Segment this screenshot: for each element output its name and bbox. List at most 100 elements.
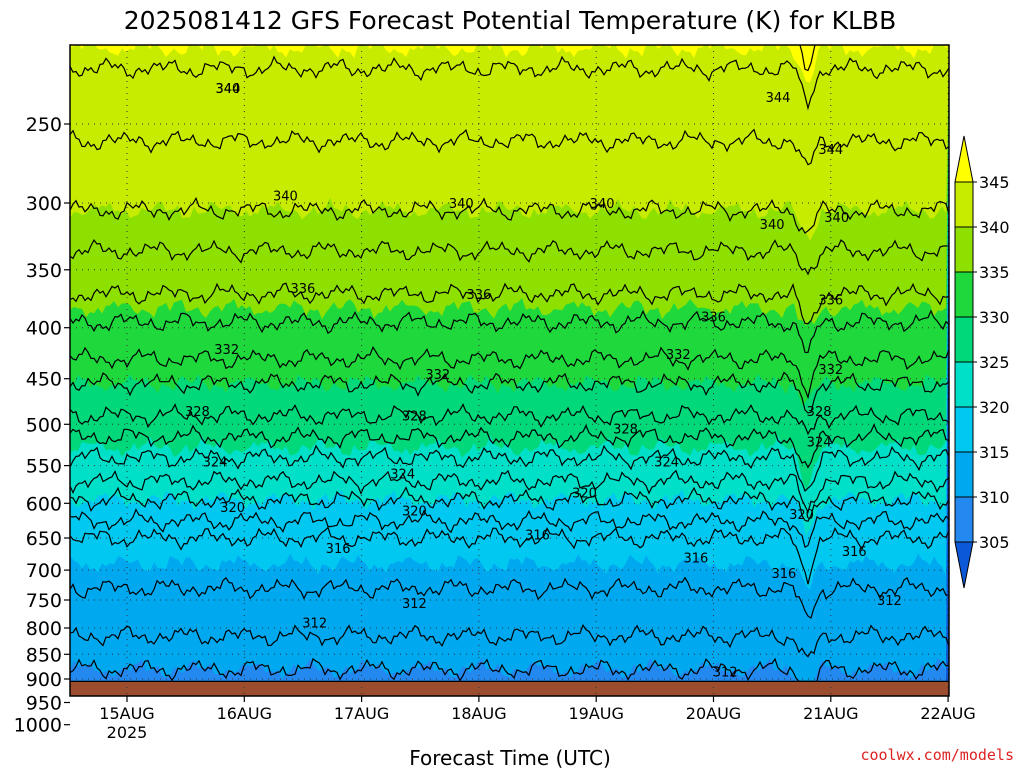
colorbar-swatch [954,361,974,408]
contour-316 [70,526,949,585]
contour-label: 340 [215,82,240,97]
x-tick-label: 17AUG [334,704,389,723]
contour-330 [70,371,949,414]
contour-336 [70,282,949,325]
y-axis-pressure: 250 300 350 400 450 500 550 600 650 700 750 800 850 9… [14,114,70,737]
plot-frame [69,44,950,697]
colorbar-swatch [954,406,974,453]
contour-320 [70,486,949,522]
contour-label: 344 [818,143,843,158]
colorbar-swatch [954,316,974,363]
contour-label: 344 [766,91,791,106]
contour-label: 328 [807,405,832,420]
contour-label: 332 [818,363,843,378]
contour-label: 336 [701,311,726,326]
colorbar-label: 305 [979,533,1010,552]
contour-label: 316 [683,552,708,567]
contour-label: 340 [824,211,849,226]
contour-344 [70,55,949,111]
contour-label: 332 [425,368,450,383]
y-tick-label: 250 [26,114,62,136]
contour-lines [70,45,949,682]
x-tick-label: 18AUG [451,704,506,723]
colorbar-label: 340 [979,218,1010,237]
colorbar-label: 345 [979,173,1010,192]
y-tick-label: 800 [26,618,62,640]
contour-label: 324 [203,456,228,471]
contour-label: 324 [390,467,415,482]
contour-340 [70,196,949,234]
y-tick-label: 600 [26,493,62,515]
ground-below-surface [70,681,949,696]
contour-332 [70,345,949,400]
colorbar-swatch [954,181,974,228]
x-tick-label: 22AUG [920,704,975,723]
contour-label: 328 [402,410,427,425]
colorbar-label: 315 [979,443,1010,462]
contour-label: 332 [666,348,691,363]
contour-label: 320 [220,501,245,516]
colorbar-label: 310 [979,488,1010,507]
contour-314 [70,576,949,619]
colorbar-swatch [954,226,974,273]
contour-342 [70,128,949,166]
watermark: coolwx.com/models [860,746,1014,764]
contour-label: 328 [613,423,638,438]
contour-338 [70,239,949,276]
x-tick-label: 21AUG [803,704,858,723]
x-tick-label: 20AUG [686,704,741,723]
x-tick-label: 19AUG [568,704,623,723]
colorbar-swatch [954,496,974,543]
contour-label: 320 [789,508,814,523]
y-tick-label: 650 [26,528,62,550]
contour-label: 320 [572,486,597,501]
contour-334 [70,309,949,354]
contour-label: 336 [466,288,491,303]
colorbar-label: 330 [979,308,1010,327]
y-tick-label: 750 [26,590,62,612]
y-tick-label: 550 [26,456,62,478]
ground-area [70,681,949,696]
contour-label: 336 [290,282,315,297]
y-tick-label: 900 [26,669,62,691]
chart-title: 2025081412 GFS Forecast Potential Temper… [124,6,896,35]
contour-label: 324 [807,435,832,450]
grid-lines [70,45,949,696]
y-tick-label: 950 [26,693,62,715]
colorbar-swatch [954,451,974,498]
contour-label: 316 [326,542,351,557]
contour-label: 312 [402,597,427,612]
contour-label: 340 [760,218,785,233]
contour-label: 340 [449,197,474,212]
colorbar: 345 340 335 330 325 320 315 310 305 [954,135,1010,589]
contour-label: 316 [525,529,550,544]
contour-label: 324 [654,456,679,471]
y-tick-label: 300 [26,193,62,215]
contour-label: 328 [185,405,210,420]
y-tick-label: 1000 [14,715,62,737]
contour-label: 312 [302,617,327,632]
x-tick-label: 15AUG [99,704,154,723]
colorbar-bottom-triangle [954,541,974,589]
x-tick-label: 16AUG [217,704,272,723]
colorbar-swatch [954,271,974,318]
contour-328 [70,403,949,436]
y-tick-label: 350 [26,260,62,282]
colorbar-top-triangle [954,135,974,183]
contour-322 [70,469,949,514]
colorbar-label: 335 [979,263,1010,282]
x-tick-sublabel: 2025 [107,723,148,742]
contour-346 [799,45,816,72]
contour-label: 340 [273,190,298,205]
contour-326 [70,423,949,469]
colorbar-label: 320 [979,398,1010,417]
y-tick-label: 850 [26,644,62,666]
contour-label: 340 [590,197,615,212]
contour-label: 332 [214,343,239,358]
band-above-345 [70,45,949,83]
contour-label: 336 [818,294,843,309]
contour-label: 344 [215,82,240,97]
contour-label: 316 [771,567,796,582]
